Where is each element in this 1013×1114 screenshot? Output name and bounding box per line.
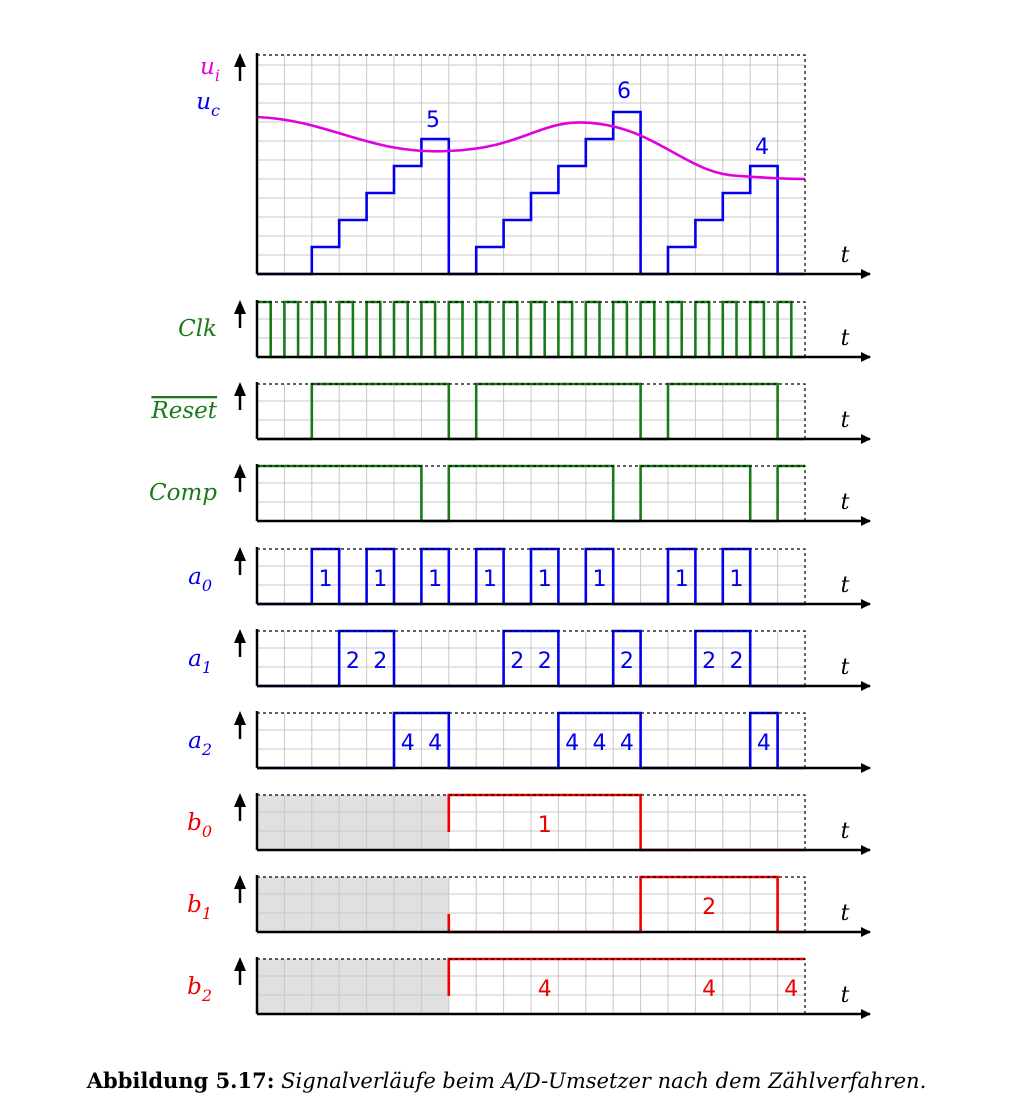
- a2-pulse-label: 4: [401, 731, 415, 756]
- reset-panel-grid: [257, 384, 805, 439]
- a1-panel-up-arrowhead: [234, 629, 246, 643]
- b2-label-main: b: [187, 974, 202, 1000]
- b2-panel-shaded-region: [257, 959, 449, 1014]
- b2-panel-up-arrowhead: [234, 957, 246, 971]
- b1-trace: [449, 877, 805, 932]
- a0-pulse-label: 1: [593, 567, 607, 592]
- clk-label: Clk: [178, 316, 217, 342]
- uc-label-sub: c: [211, 101, 220, 120]
- uc-panel-up-arrowhead: [234, 53, 246, 67]
- a0-trace: [257, 549, 805, 604]
- caption-text: Signalverläufe beim A/D-Umsetzer nach de…: [281, 1069, 926, 1093]
- b0-trace: [449, 795, 805, 850]
- ui-label: ui: [200, 54, 220, 85]
- b1-label-main: b: [187, 892, 202, 918]
- b1-panel-time-label: t: [841, 901, 850, 926]
- count-label-5: 5: [426, 108, 440, 133]
- a2-pulse-label: 4: [428, 731, 442, 756]
- clk-panel-up-arrowhead: [234, 300, 246, 314]
- uc-label: uc: [196, 89, 220, 120]
- b1-panel-up-arrowhead: [234, 875, 246, 889]
- b2-panel-grid: [257, 959, 805, 1014]
- a1-pulse-label: 2: [373, 649, 387, 674]
- a1-panel-time-label: t: [841, 655, 850, 680]
- comp-label: Comp: [149, 480, 217, 506]
- reset-panel-time-label: t: [841, 408, 850, 433]
- a1-pulse-label: 2: [702, 649, 716, 674]
- a0-pulse-label: 1: [319, 567, 333, 592]
- signal-labels: ui uc 5 6 4 Clk Reset Comp a0 a1 a2 b0 b…: [149, 54, 769, 1005]
- a1-pulse-label: 2: [538, 649, 552, 674]
- b0-label-sub: 0: [202, 822, 212, 841]
- a1-label-main: a: [188, 646, 202, 672]
- a2-pulse-label: 4: [565, 731, 579, 756]
- b0-label: b0: [187, 810, 212, 841]
- a2-pulse-label: 4: [620, 731, 634, 756]
- a0-label: a0: [188, 564, 212, 595]
- b1-label-sub: 1: [202, 904, 212, 923]
- b2-pulse-label: 4: [784, 977, 798, 1002]
- a1-label: a1: [188, 646, 212, 677]
- ui-label-sub: i: [215, 66, 220, 85]
- b0-panel-up-arrowhead: [234, 793, 246, 807]
- a0-label-sub: 0: [202, 576, 212, 595]
- b0-label-main: b: [187, 810, 202, 836]
- b2-label-sub: 2: [201, 986, 212, 1005]
- a1-pulse-label: 2: [620, 649, 634, 674]
- a2-panel-up-arrowhead: [234, 711, 246, 725]
- count-label-4: 4: [755, 135, 769, 160]
- caption-prefix: Abbildung 5.17:: [87, 1068, 275, 1093]
- a0-pulse-label: 1: [373, 567, 387, 592]
- clk-trace: [257, 302, 805, 357]
- b0-panel-time-label: t: [841, 819, 850, 844]
- a2-label: a2: [188, 728, 212, 759]
- b2-pulse-label: 4: [702, 977, 716, 1002]
- a1-pulse-label: 2: [730, 649, 744, 674]
- b1-pulse-label: 2: [702, 895, 716, 920]
- a0-pulse-label: 1: [730, 567, 744, 592]
- a2-label-main: a: [188, 728, 202, 754]
- b2-pulse-label: 4: [538, 977, 552, 1002]
- panel-axes: t t t t t t t t t: [234, 53, 870, 1014]
- b2-label: b2: [187, 974, 212, 1005]
- comp-panel-up-arrowhead: [234, 464, 246, 478]
- uc-label-main: u: [196, 89, 211, 115]
- figure-caption: Abbildung 5.17: Signalverläufe beim A/D-…: [0, 1068, 1013, 1093]
- b0-panel-shaded-region: [257, 795, 449, 850]
- a0-panel-time-label: t: [841, 573, 850, 598]
- reset-label: Reset: [150, 398, 217, 424]
- clk-panel-time-label: t: [841, 326, 850, 351]
- a2-label-sub: 2: [201, 740, 212, 759]
- a0-pulse-label: 1: [675, 567, 689, 592]
- count-label-6: 6: [617, 79, 631, 104]
- reset-panel-up-arrowhead: [234, 382, 246, 396]
- b1-panel-shaded-region: [257, 877, 449, 932]
- uc-panel-time-label: t: [841, 243, 850, 268]
- a2-pulse-label: 4: [757, 731, 771, 756]
- a1-pulse-label: 2: [510, 649, 524, 674]
- a2-pulse-label: 4: [593, 731, 607, 756]
- b0-panel-grid: [257, 795, 805, 850]
- b1-label: b1: [187, 892, 212, 923]
- comp-panel-time-label: t: [841, 490, 850, 515]
- a0-pulse-label: 1: [538, 567, 552, 592]
- b1-panel-grid: [257, 877, 805, 932]
- b2-panel-time-label: t: [841, 983, 850, 1008]
- a0-label-main: a: [188, 564, 202, 590]
- a1-label-sub: 1: [202, 658, 212, 677]
- a0-pulse-label: 1: [483, 567, 497, 592]
- a0-panel-up-arrowhead: [234, 547, 246, 561]
- a1-pulse-label: 2: [346, 649, 360, 674]
- a2-panel-grid: [257, 713, 805, 768]
- b2-trace: [449, 959, 805, 996]
- timing-diagram: t t t t t t t t t ui uc 5 6 4 Clk Reset Comp a0 …: [0, 0, 1013, 1060]
- comp-panel-grid: [257, 466, 805, 521]
- b0-pulse-label: 1: [538, 813, 552, 838]
- a0-pulse-label: 1: [428, 567, 442, 592]
- ui-label-main: u: [200, 54, 215, 80]
